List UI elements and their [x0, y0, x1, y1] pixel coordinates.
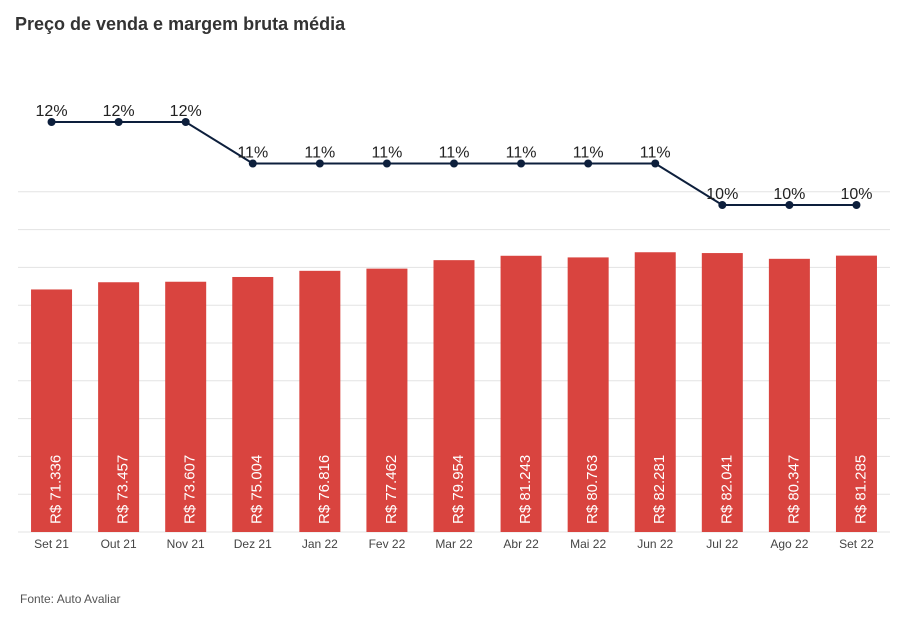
margin-label: 11% [506, 145, 537, 162]
margin-point [785, 201, 794, 209]
x-tick-label: Jul 22 [706, 537, 738, 551]
margin-point [584, 159, 593, 168]
bar [366, 268, 408, 532]
bar-value-label: R$ 76.816 [316, 455, 333, 524]
x-tick-label: Out 21 [101, 537, 137, 551]
x-tick-label: Jan 22 [302, 537, 338, 551]
bar-value-label: R$ 73.607 [182, 455, 199, 524]
x-tick-label: Nov 21 [167, 537, 205, 551]
margin-point [248, 159, 257, 168]
x-tick-labels: Set 21 Out 21 Nov 21 Dez 21 Jan 22 Fev 22 Mar … [34, 537, 874, 551]
bar-value-label: R$ 71.336 [48, 455, 65, 524]
x-tick-label: Dez 21 [234, 537, 272, 551]
x-tick-label: Jun 22 [637, 537, 673, 551]
margin-point [651, 159, 660, 168]
margin-point [114, 118, 123, 126]
margin-label: 11% [439, 145, 470, 162]
margin-point [517, 159, 526, 168]
margin-label: 12% [36, 103, 68, 120]
bar [232, 276, 274, 532]
bar [567, 257, 609, 532]
bar [299, 270, 341, 532]
bars [31, 252, 877, 533]
bar-value-label: R$ 81.243 [517, 455, 534, 524]
bar-value-label: R$ 73.457 [115, 455, 132, 524]
margin-point [47, 118, 56, 126]
bar-labels: R$ 71.336 R$ 73.457 R$ 73.607 R$ 75.004 R$ 7… [48, 455, 870, 524]
margin-label: 11% [304, 145, 335, 162]
margin-label: 11% [573, 145, 604, 162]
bar-value-label: R$ 82.041 [718, 455, 735, 524]
margin-point [718, 201, 727, 209]
bar-value-label: R$ 80.763 [584, 455, 601, 524]
bar [31, 289, 73, 532]
margin-line: 12% 12% 12% 11% 11% 11% 11% 11% 11% 11% 10% 10% 10% [36, 103, 872, 209]
bar-value-label: R$ 80.347 [785, 455, 802, 524]
x-tick-label: Abr 22 [503, 537, 539, 551]
x-tick-label: Mai 22 [570, 537, 606, 551]
bar-value-label: R$ 81.285 [852, 455, 869, 524]
margin-point [181, 118, 190, 126]
bar-value-label: R$ 77.462 [383, 455, 400, 524]
margin-label: 10% [773, 186, 805, 203]
margin-point [382, 159, 391, 168]
margin-label: 10% [706, 186, 738, 203]
margin-label: 11% [640, 145, 671, 162]
bar [98, 282, 140, 532]
bar-value-label: R$ 75.004 [249, 455, 266, 524]
bar [835, 255, 877, 533]
chart-title: Preço de venda e margem bruta média [15, 14, 346, 34]
margin-label: 12% [170, 103, 202, 120]
x-tick-label: Mar 22 [435, 537, 473, 551]
bar [634, 252, 676, 532]
bar [433, 260, 475, 532]
bar [768, 258, 810, 532]
bar [500, 255, 542, 532]
bar-value-label: R$ 82.281 [651, 455, 668, 524]
margin-point [315, 159, 324, 168]
source-note: Fonte: Auto Avaliar [20, 592, 121, 606]
bar [165, 281, 207, 532]
margin-point [450, 159, 458, 168]
x-tick-label: Fev 22 [369, 537, 406, 551]
margin-point [852, 201, 861, 209]
x-tick-label: Set 22 [839, 537, 874, 551]
margin-label: 12% [103, 103, 135, 120]
margin-label: 11% [237, 145, 268, 162]
bar-value-label: R$ 79.954 [450, 455, 467, 524]
x-tick-label: Ago 22 [770, 537, 808, 551]
x-tick-label: Set 21 [34, 537, 69, 551]
bar [701, 253, 743, 532]
margin-label: 10% [840, 186, 872, 203]
margin-label: 11% [372, 145, 403, 162]
